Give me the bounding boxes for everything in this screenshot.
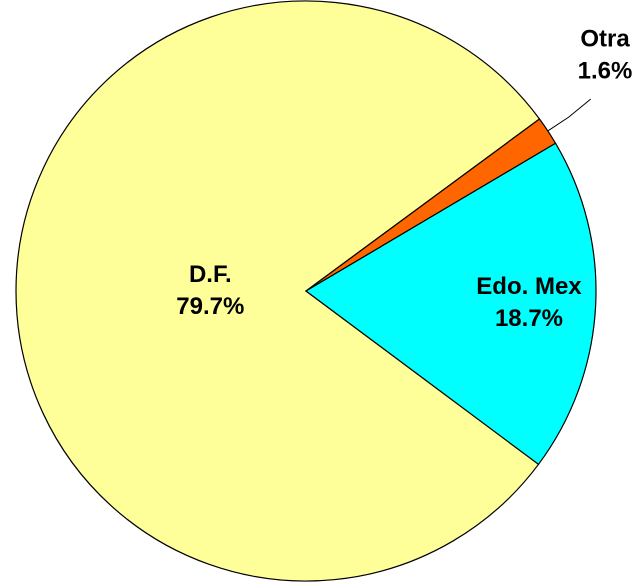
pie-slice	[304, 142, 597, 466]
value-label: 18.7%	[495, 305, 563, 332]
pie-slice	[15, 0, 541, 582]
value-label: 79.7%	[176, 293, 244, 320]
slice-label: D.F.	[189, 261, 232, 288]
value-label: 1.6%	[578, 57, 633, 84]
slice-label: Otra	[580, 25, 630, 52]
slice-label: Edo. Mex	[476, 273, 582, 300]
leader-line	[547, 98, 591, 132]
